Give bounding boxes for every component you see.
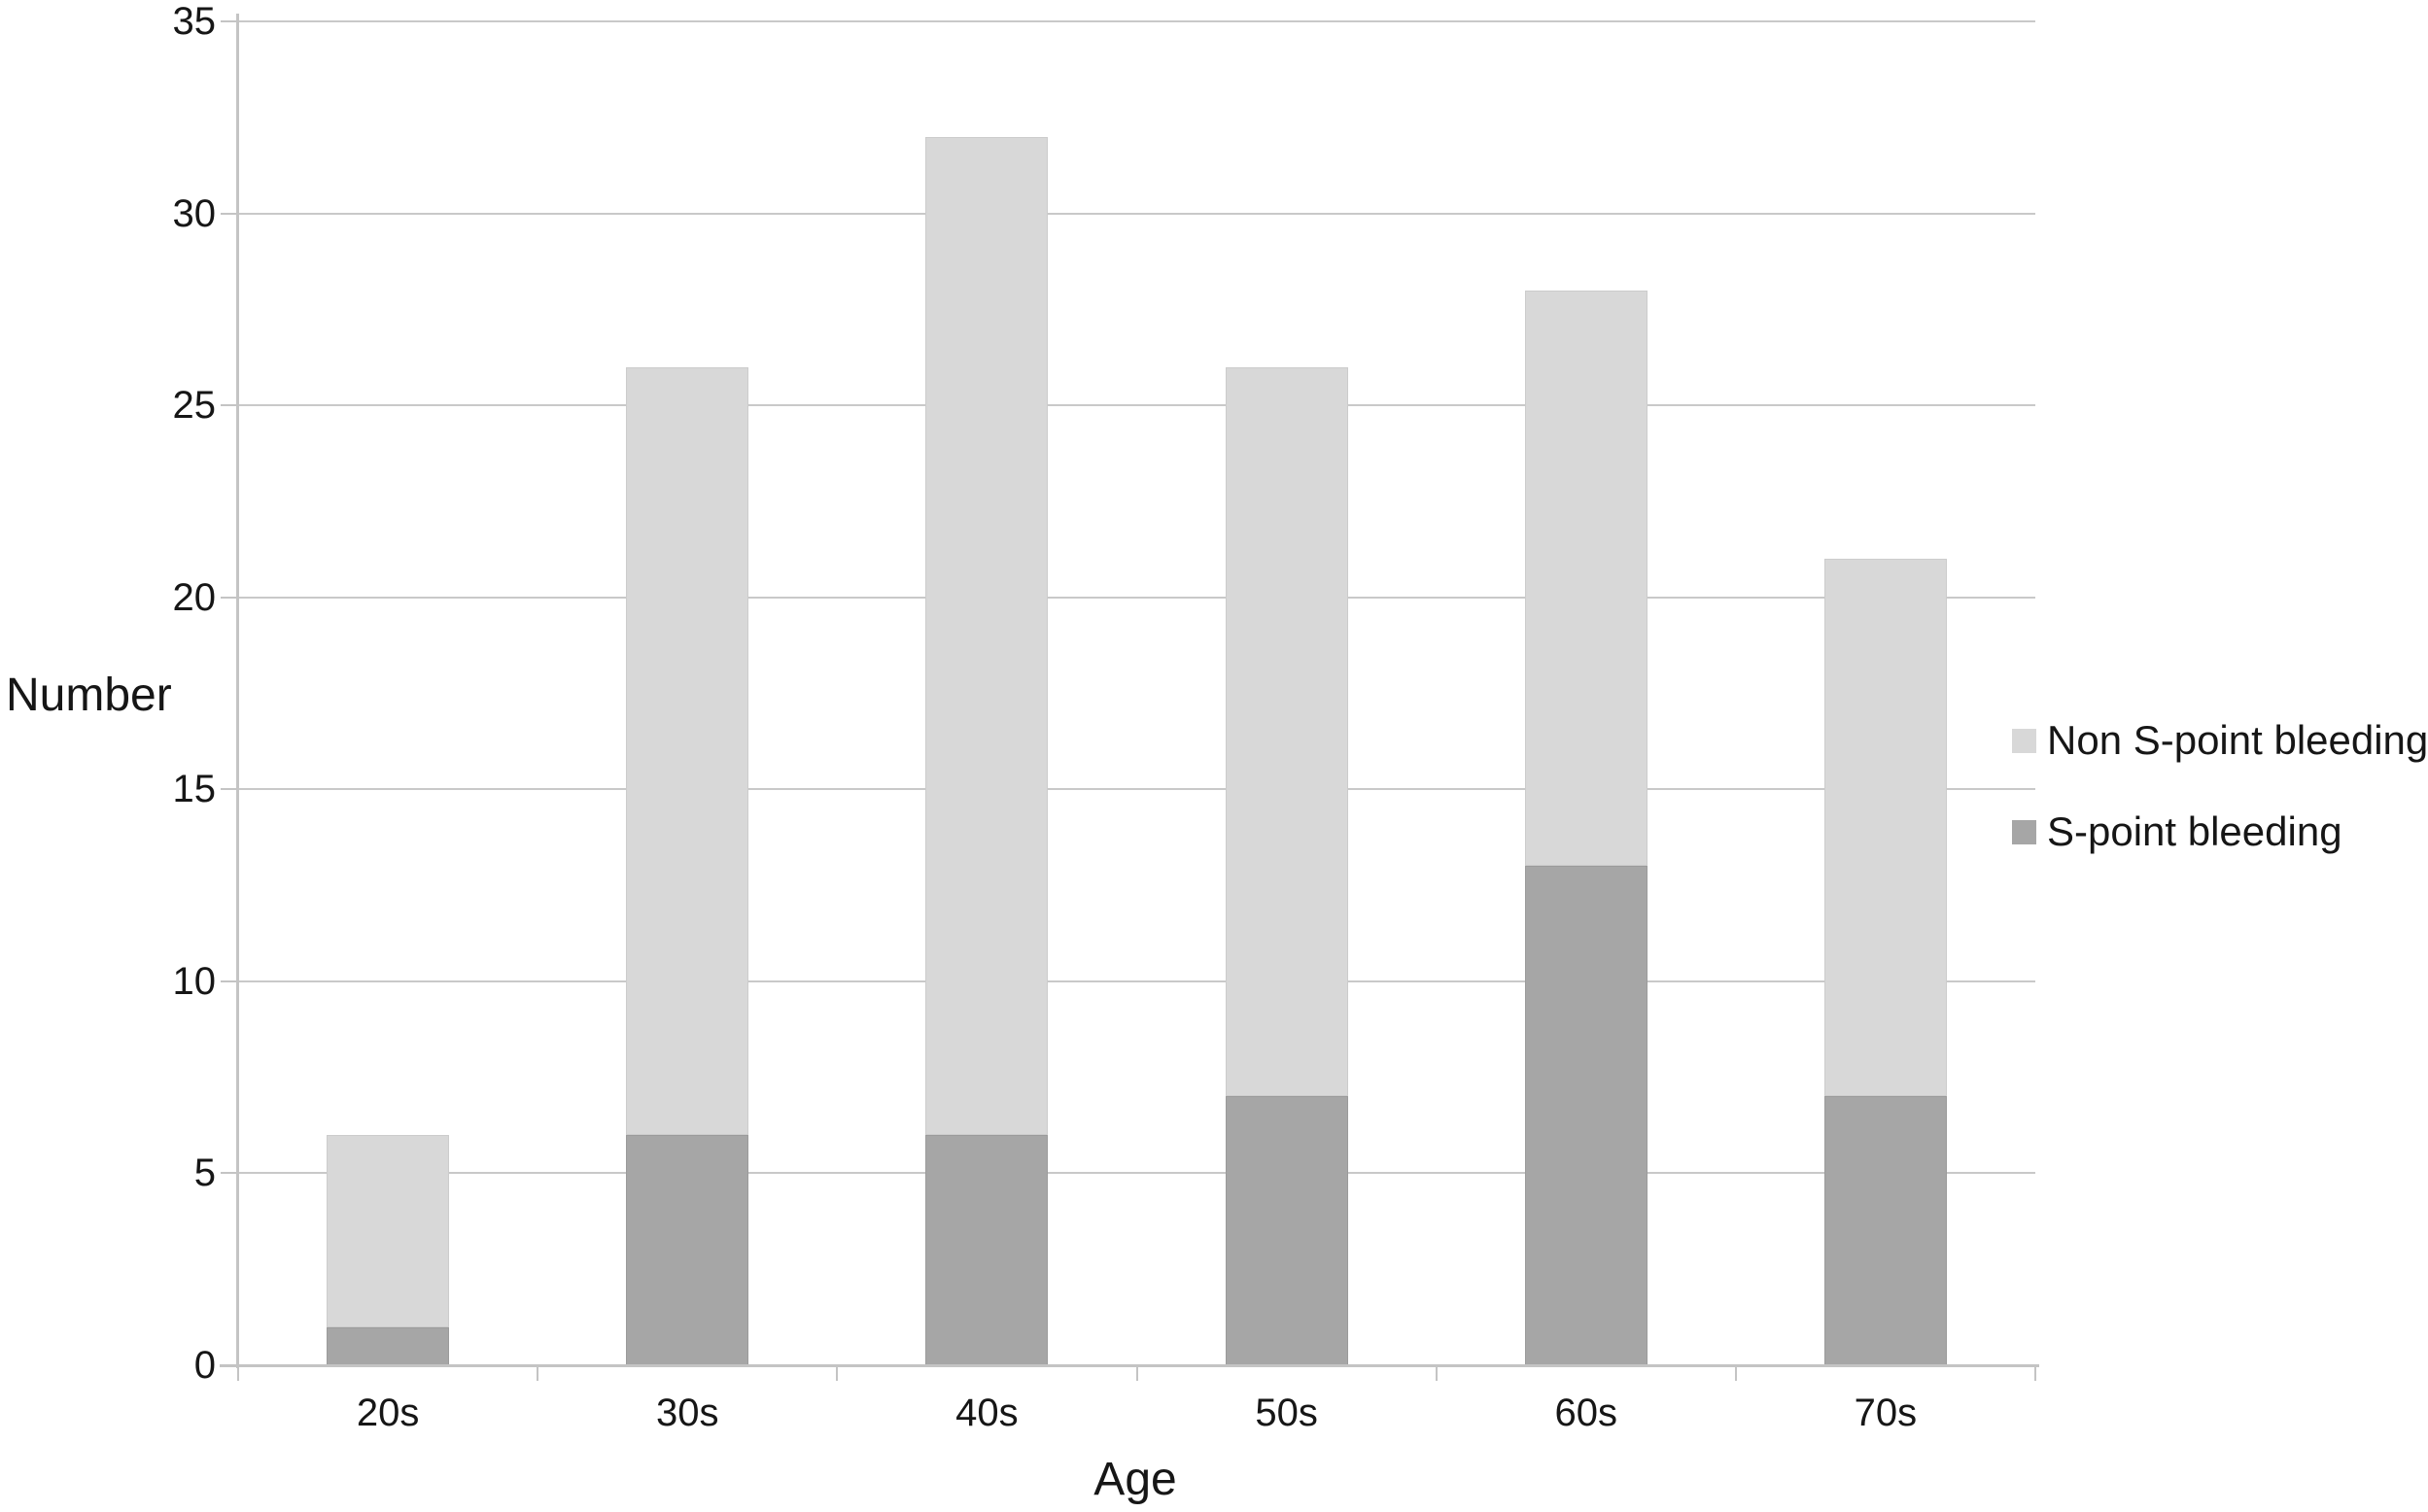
plot-area — [238, 20, 2035, 1365]
gridline-y-10 — [238, 979, 2035, 982]
y-axis-tick-5 — [221, 1172, 238, 1175]
y-axis-tick-label-10: 10 — [172, 959, 217, 1003]
bar-segment-60s-s-point-bleeding — [1524, 866, 1648, 1365]
gridline-y-20 — [238, 596, 2035, 599]
x-axis-category-label-60s: 60s — [1554, 1392, 1617, 1434]
y-axis-tick-30 — [221, 212, 238, 215]
y-axis-tick-10 — [221, 979, 238, 982]
legend-label: Non S-point bleeding — [2047, 717, 2428, 763]
x-axis-tick-3 — [1135, 1366, 1138, 1381]
gridline-y-35 — [238, 20, 2035, 22]
bar-20s — [327, 1134, 450, 1365]
x-axis-category-label-30s: 30s — [655, 1392, 719, 1434]
x-axis-category-label-70s: 70s — [1854, 1392, 1918, 1434]
y-axis-tick-20 — [221, 596, 238, 599]
x-axis-tick-2 — [836, 1366, 839, 1381]
y-axis-tick-label-20: 20 — [172, 575, 217, 619]
y-axis-title: Number — [6, 670, 172, 721]
bar-segment-30s-non-s-point-bleeding — [626, 366, 749, 1135]
bar-segment-30s-s-point-bleeding — [626, 1134, 749, 1365]
legend-label: S-point bleeding — [2047, 808, 2342, 854]
legend-item-non-s-point-bleeding: Non S-point bleeding — [2012, 715, 2428, 766]
y-axis-line — [236, 14, 239, 1368]
bar-60s — [1524, 290, 1648, 1365]
bar-50s — [1225, 366, 1348, 1365]
x-axis-tick-5 — [1734, 1366, 1737, 1381]
bar-segment-50s-non-s-point-bleeding — [1225, 366, 1348, 1097]
bar-segment-20s-s-point-bleeding — [327, 1326, 450, 1365]
y-axis-tick-label-15: 15 — [172, 768, 217, 811]
y-axis-tick-0 — [221, 1364, 238, 1366]
bar-segment-20s-non-s-point-bleeding — [327, 1134, 450, 1327]
y-axis-tick-label-0: 0 — [193, 1344, 216, 1387]
bar-70s — [1823, 559, 1947, 1365]
bar-segment-70s-s-point-bleeding — [1823, 1096, 1947, 1365]
y-axis-tick-label-5: 5 — [193, 1151, 216, 1195]
bar-30s — [626, 366, 749, 1365]
gridline-y-30 — [238, 212, 2035, 215]
x-axis-category-label-50s: 50s — [1255, 1392, 1318, 1434]
gridline-y-25 — [238, 404, 2035, 407]
bar-40s — [925, 136, 1049, 1365]
non-s-point-bleeding-swatch-icon — [2012, 728, 2036, 753]
y-axis-tick-label-30: 30 — [172, 191, 217, 235]
x-axis-title: Age — [1093, 1454, 1177, 1505]
y-axis-tick-label-35: 35 — [172, 0, 217, 43]
y-axis-tick-35 — [221, 20, 238, 22]
x-axis-tick-0 — [237, 1366, 239, 1381]
y-axis-tick-25 — [221, 404, 238, 407]
bar-segment-50s-s-point-bleeding — [1225, 1096, 1348, 1365]
x-axis-line — [220, 1364, 2039, 1367]
legend-item-s-point-bleeding: S-point bleeding — [2012, 807, 2342, 857]
y-axis-tick-label-25: 25 — [172, 384, 217, 428]
x-axis-tick-6 — [2034, 1366, 2036, 1381]
s-point-bleeding-swatch-icon — [2012, 819, 2036, 844]
x-axis-tick-4 — [1435, 1366, 1438, 1381]
x-axis-tick-1 — [537, 1366, 539, 1381]
x-axis-category-label-40s: 40s — [955, 1392, 1019, 1434]
gridline-y-15 — [238, 788, 2035, 791]
bar-segment-40s-s-point-bleeding — [925, 1134, 1049, 1365]
bar-segment-70s-non-s-point-bleeding — [1823, 559, 1947, 1097]
bar-segment-60s-non-s-point-bleeding — [1524, 290, 1648, 867]
gridline-y-5 — [238, 1172, 2035, 1175]
x-axis-category-label-20s: 20s — [356, 1392, 420, 1434]
y-axis-tick-15 — [221, 788, 238, 791]
bar-segment-40s-non-s-point-bleeding — [925, 136, 1049, 1135]
